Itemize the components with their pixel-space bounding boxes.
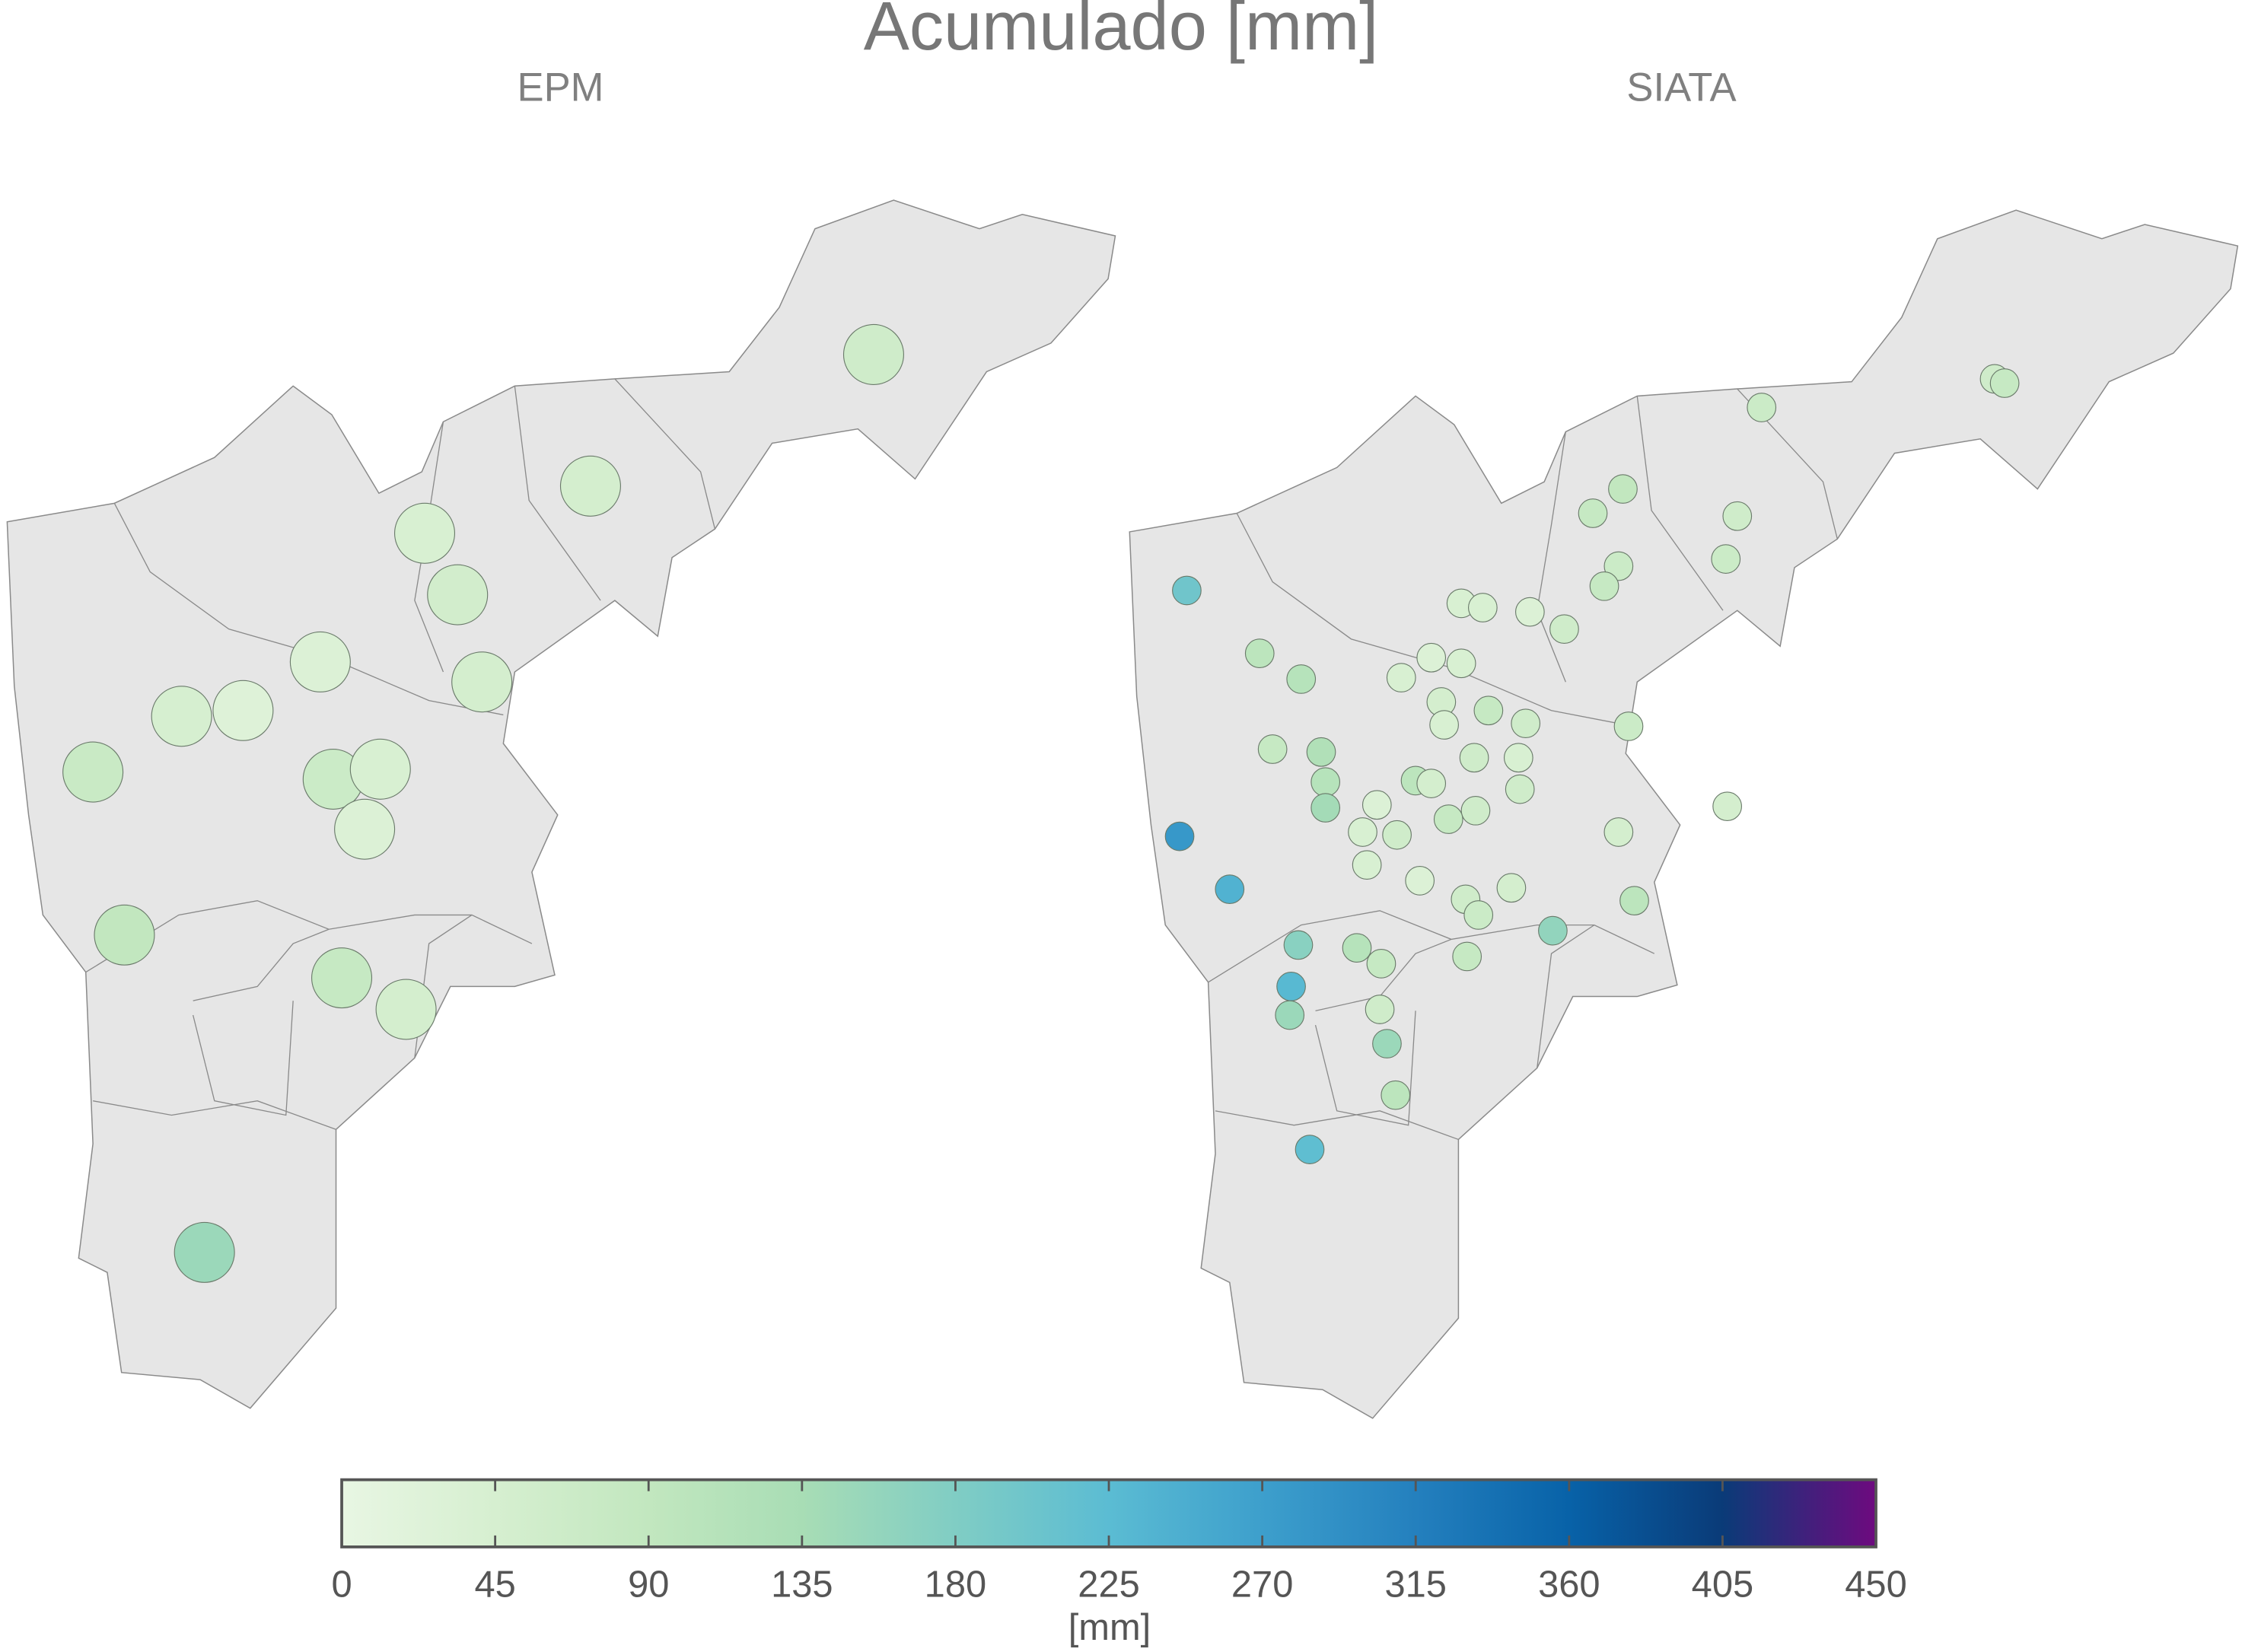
station: [1467, 593, 1498, 622]
station: [451, 651, 513, 713]
station: [1722, 501, 1753, 531]
station: [174, 1221, 235, 1283]
station: [1361, 790, 1392, 820]
station: [1511, 708, 1541, 739]
station: [1283, 930, 1314, 960]
station: [94, 904, 155, 966]
station: [1460, 795, 1491, 826]
station: [1747, 393, 1777, 422]
tick-label: 315: [1384, 1564, 1446, 1605]
colorbar-ticks: 0 45 90 135 180 225 270 315 360 405 450: [331, 1479, 1907, 1605]
station: [289, 631, 351, 692]
station: [212, 680, 274, 741]
station: [349, 738, 411, 800]
station: [375, 979, 437, 1040]
station: [1172, 575, 1202, 606]
station: [1306, 737, 1336, 767]
colorbar-label: [mm]: [1068, 1607, 1151, 1648]
tick-label: 450: [1845, 1564, 1906, 1605]
station: [1549, 614, 1579, 645]
station: [1244, 638, 1275, 668]
station: [1463, 900, 1494, 930]
station: [1366, 948, 1396, 979]
basin-map: [6, 199, 1116, 1409]
station: [1164, 821, 1195, 851]
stations: [62, 323, 2020, 1283]
station: [1416, 769, 1447, 798]
station: [1429, 710, 1459, 740]
tick-label: 360: [1538, 1564, 1600, 1605]
tick-label: 90: [628, 1564, 669, 1605]
figure-title: Acumulado [mm]: [864, 0, 1379, 65]
station: [1310, 767, 1341, 797]
tick-label: 405: [1692, 1564, 1753, 1605]
station: [1381, 1080, 1411, 1110]
station: [1416, 642, 1447, 673]
tick-label: 270: [1231, 1564, 1293, 1605]
station: [62, 741, 124, 803]
station: [1275, 1000, 1305, 1030]
station: [1514, 597, 1545, 627]
station: [842, 323, 904, 385]
station: [1505, 774, 1535, 804]
station: [1257, 734, 1288, 764]
station: [1613, 711, 1644, 741]
station: [1276, 972, 1306, 1001]
station: [1496, 873, 1527, 903]
station: [1503, 743, 1533, 773]
station: [1348, 817, 1377, 847]
station: [1286, 664, 1317, 694]
station: [1386, 663, 1416, 692]
station: [1405, 866, 1435, 896]
station: [1603, 817, 1634, 847]
station: [1433, 804, 1463, 834]
station: [1310, 793, 1341, 823]
station: [1608, 474, 1638, 504]
station: [1712, 791, 1742, 822]
tick-label: 180: [925, 1564, 986, 1605]
station: [334, 798, 396, 860]
station: [1452, 941, 1482, 972]
map-title: SIATA: [1626, 65, 1736, 110]
tick-label: 135: [771, 1564, 833, 1605]
station: [1365, 995, 1395, 1024]
basin-map: [1129, 209, 2239, 1419]
station: [1352, 850, 1382, 880]
tick-label: 225: [1078, 1564, 1139, 1605]
tick-label: 0: [331, 1564, 352, 1605]
station: [151, 686, 212, 747]
station: [393, 502, 456, 564]
station: [1989, 368, 2020, 398]
station: [1473, 695, 1504, 726]
station: [1589, 571, 1619, 601]
station: [311, 947, 373, 1009]
tick-label: 45: [474, 1564, 515, 1605]
station: [1578, 498, 1608, 528]
station: [1372, 1029, 1402, 1058]
station: [559, 455, 621, 517]
station: [1342, 933, 1372, 963]
station: [1619, 886, 1649, 916]
station: [1215, 874, 1245, 904]
station: [1711, 544, 1741, 574]
station: [1446, 648, 1476, 679]
station: [427, 564, 489, 625]
station: [1459, 743, 1489, 773]
station: [1295, 1135, 1325, 1164]
station: [1382, 820, 1412, 850]
map-title: EPM: [518, 65, 604, 110]
station: [1538, 915, 1568, 946]
